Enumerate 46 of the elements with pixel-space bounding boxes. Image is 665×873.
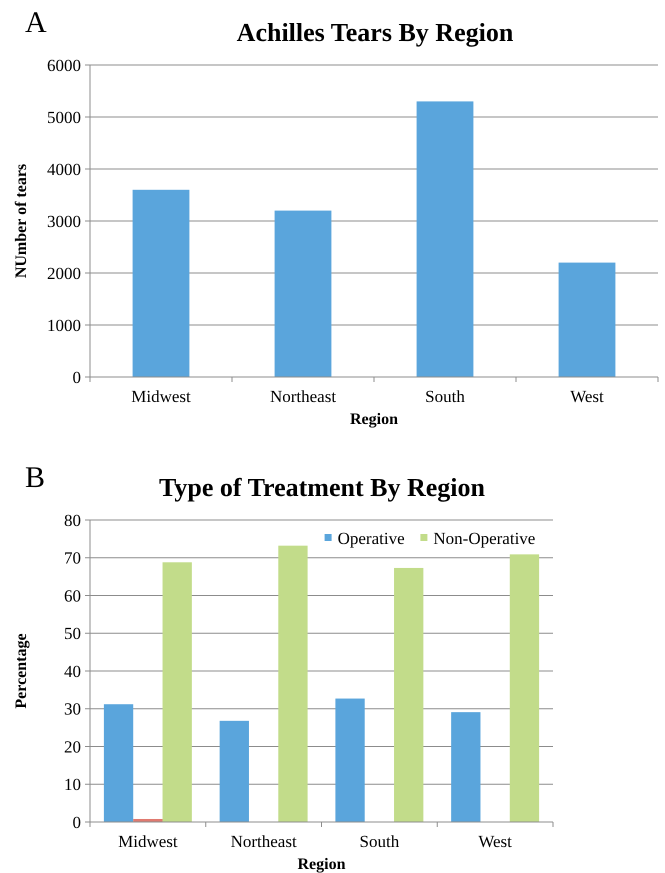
chart-title: Type of Treatment By Region <box>159 473 486 502</box>
text: B <box>25 461 46 494</box>
x-tick-label: Northeast <box>270 387 336 406</box>
bar <box>335 698 365 822</box>
y-axis-title: Percentage <box>13 633 30 709</box>
y-tick-label: 2000 <box>47 264 81 283</box>
x-tick-label: South <box>425 387 466 406</box>
bar <box>132 190 190 377</box>
y-tick-label: 3000 <box>47 212 81 231</box>
y-tick-label: 40 <box>64 662 81 681</box>
y-tick-label: 4000 <box>47 160 81 179</box>
y-tick-label: 10 <box>64 775 81 794</box>
x-tick-label: South <box>360 832 400 851</box>
y-tick-label: 1000 <box>47 316 81 335</box>
y-tick-label: 0 <box>72 812 81 832</box>
y-tick-label: 60 <box>64 586 81 606</box>
bar <box>278 546 308 822</box>
legend-label: Non-Operative <box>433 528 536 548</box>
y-tick-label: 30 <box>64 700 81 719</box>
bar <box>451 712 480 822</box>
y-tick-label: 70 <box>64 548 81 568</box>
x-tick-label: West <box>570 387 604 406</box>
bar <box>162 562 192 822</box>
bar <box>558 262 616 377</box>
x-tick-label: Northeast <box>230 832 297 851</box>
text: A <box>25 6 47 39</box>
y-tick-label: 80 <box>64 510 81 530</box>
x-tick-label: Midwest <box>131 387 192 406</box>
y-tick-label: 0 <box>72 368 81 387</box>
bar <box>104 704 134 822</box>
bar <box>394 568 424 822</box>
chart-title: Achilles Tears By Region <box>236 18 514 47</box>
bar <box>510 554 540 822</box>
y-tick-label: 50 <box>64 624 81 644</box>
y-tick-label: 20 <box>64 737 81 756</box>
y-tick-label: 5000 <box>47 108 81 127</box>
y-tick-label: 6000 <box>47 56 81 75</box>
legend-label: Operative <box>338 528 405 548</box>
x-axis-title: Region <box>350 411 398 428</box>
x-axis-title: Region <box>298 856 346 873</box>
x-tick-label: West <box>478 832 512 851</box>
bar <box>416 101 474 377</box>
bar <box>274 210 332 377</box>
x-tick-label: Midwest <box>118 832 178 851</box>
bar <box>220 720 249 822</box>
y-axis-title: NUmber of tears <box>13 164 30 278</box>
